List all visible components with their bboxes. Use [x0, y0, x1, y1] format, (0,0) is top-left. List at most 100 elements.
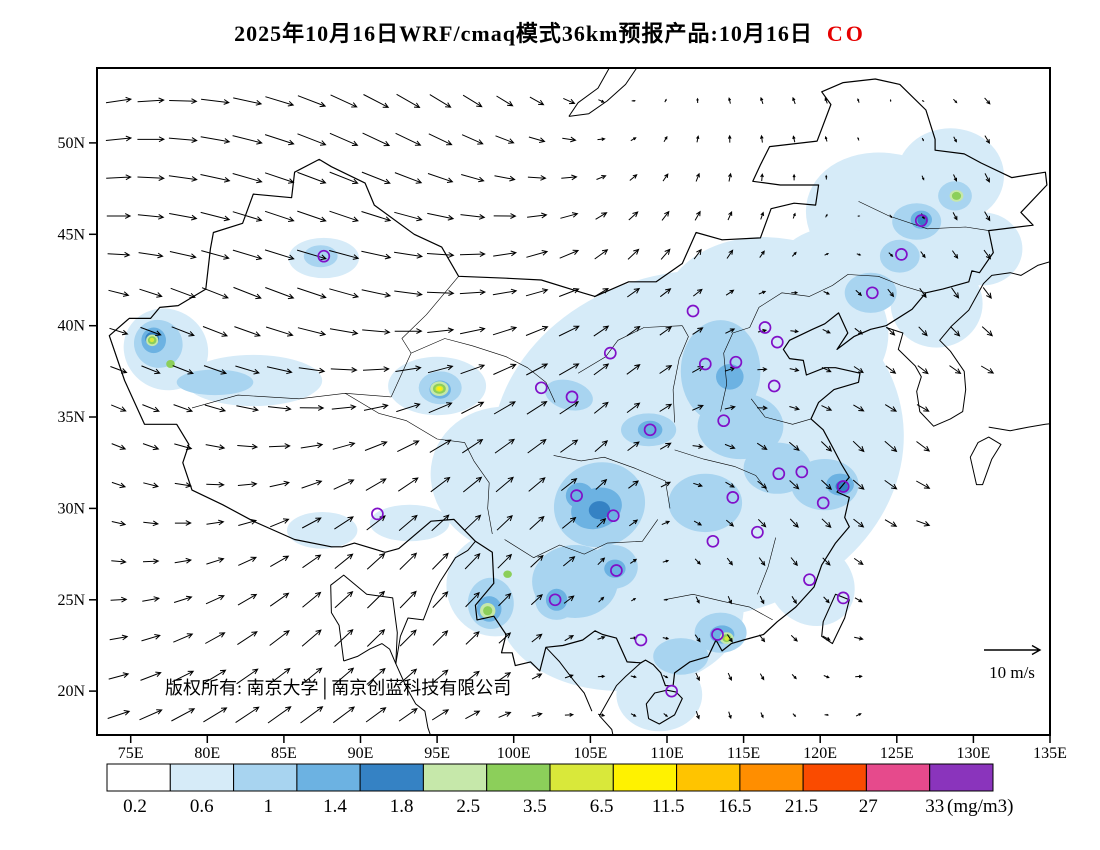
wind-arrow [659, 403, 673, 412]
wind-arrow [232, 211, 263, 222]
wind-arrow [200, 211, 231, 222]
station-marker [534, 381, 548, 395]
wind-arrow [983, 249, 992, 260]
wind-arrow [695, 672, 700, 682]
colorbar-label: 3.5 [523, 796, 547, 817]
wind-arrow [627, 441, 640, 451]
wind-arrow [269, 630, 290, 646]
wind-arrow [233, 286, 262, 300]
wind-arrow [429, 94, 452, 108]
wind-arrow [728, 711, 732, 720]
wind-arrow [427, 327, 455, 334]
wind-arrow [694, 210, 701, 221]
station-marker [729, 355, 743, 369]
wind-arrow [465, 710, 481, 720]
wind-arrow [531, 633, 543, 643]
wind-arrow [171, 708, 196, 722]
wind-arrow [984, 135, 990, 144]
wind-arrow [596, 175, 607, 180]
wind-arrow [174, 520, 192, 526]
station-marker [717, 414, 731, 428]
wind-arrow [174, 482, 193, 488]
wind-arrow [266, 366, 293, 375]
wind-arrow [137, 213, 165, 220]
lat-label: 40N [57, 318, 85, 335]
lon-label: 95E [424, 745, 450, 762]
co-field-blob [697, 393, 784, 460]
lon-label: 115E [727, 745, 760, 762]
wind-arrow [202, 326, 229, 337]
co-field-blob [637, 420, 663, 439]
station-marker [895, 248, 908, 261]
co-field-blob [879, 239, 920, 273]
colorbar-label: 0.2 [123, 796, 147, 817]
boundary-line [599, 662, 642, 735]
wind-arrow [333, 706, 356, 724]
wind-arrow [855, 713, 862, 717]
wind-arrow [527, 175, 547, 181]
wind-arrow [789, 480, 800, 490]
wind-arrow [492, 326, 518, 336]
wind-arrow [626, 402, 641, 413]
basemap-coastlines [108, 68, 1050, 735]
colorbar-label: 27 [859, 796, 878, 817]
wind-arrow [141, 365, 161, 375]
station-marker [751, 525, 764, 539]
wind-arrow [757, 405, 768, 411]
boundary-line [568, 68, 638, 117]
province-border [674, 449, 769, 493]
colorbar-cell [676, 763, 741, 792]
wind-arrow [953, 98, 958, 104]
lat-label: 20N [57, 683, 85, 700]
wind-arrow [237, 593, 258, 606]
wind-arrow [984, 211, 991, 222]
wind-arrow [560, 439, 579, 453]
wind-arrow [462, 476, 483, 493]
wind-arrow [365, 478, 387, 491]
wind-arrow [394, 290, 423, 297]
wind-arrow [398, 477, 419, 492]
co-field-blob [430, 406, 597, 556]
wind-arrow [237, 631, 258, 646]
wind-arrow [297, 327, 327, 337]
wind-arrow [265, 96, 295, 107]
wind-arrow [821, 366, 832, 373]
wind-arrow [109, 327, 129, 336]
wind-arrow [630, 558, 638, 564]
colorbar-cell [865, 763, 931, 792]
wind-arrow [884, 440, 898, 453]
station-marker [758, 321, 772, 334]
wind-arrow [106, 174, 132, 181]
wind-arrow [917, 365, 929, 375]
wind-arrow [884, 479, 898, 490]
wind-arrow [495, 476, 514, 493]
wind-arrow [853, 557, 864, 566]
wind-arrow [916, 480, 931, 489]
province-border [504, 519, 659, 558]
wind-arrow [561, 174, 578, 181]
co-field-blob [942, 212, 1023, 286]
wind-arrow [235, 706, 260, 724]
wind-arrow [692, 288, 703, 297]
wind-arrow [236, 668, 259, 685]
province-border [191, 393, 392, 409]
wind-arrow [493, 363, 517, 375]
colorbar-cell [296, 763, 361, 792]
wind-arrow [171, 326, 195, 337]
wind-arrow [394, 172, 423, 184]
wind-reference-label: 10 m/s [989, 663, 1035, 682]
wind-arrow [169, 98, 198, 105]
wind-arrow [334, 629, 354, 647]
wind-arrow [726, 557, 733, 566]
wind-arrow [561, 516, 577, 529]
wind-arrow [884, 519, 898, 527]
wind-arrow [269, 480, 290, 488]
lat-label: 50N [57, 135, 85, 152]
province-border [345, 393, 493, 535]
wind-arrow [172, 670, 195, 683]
co-field-blob [781, 364, 880, 452]
wind-arrow [887, 288, 895, 298]
station-marker [665, 684, 678, 698]
wind-arrow [593, 401, 609, 414]
wind-arrow [333, 479, 355, 490]
